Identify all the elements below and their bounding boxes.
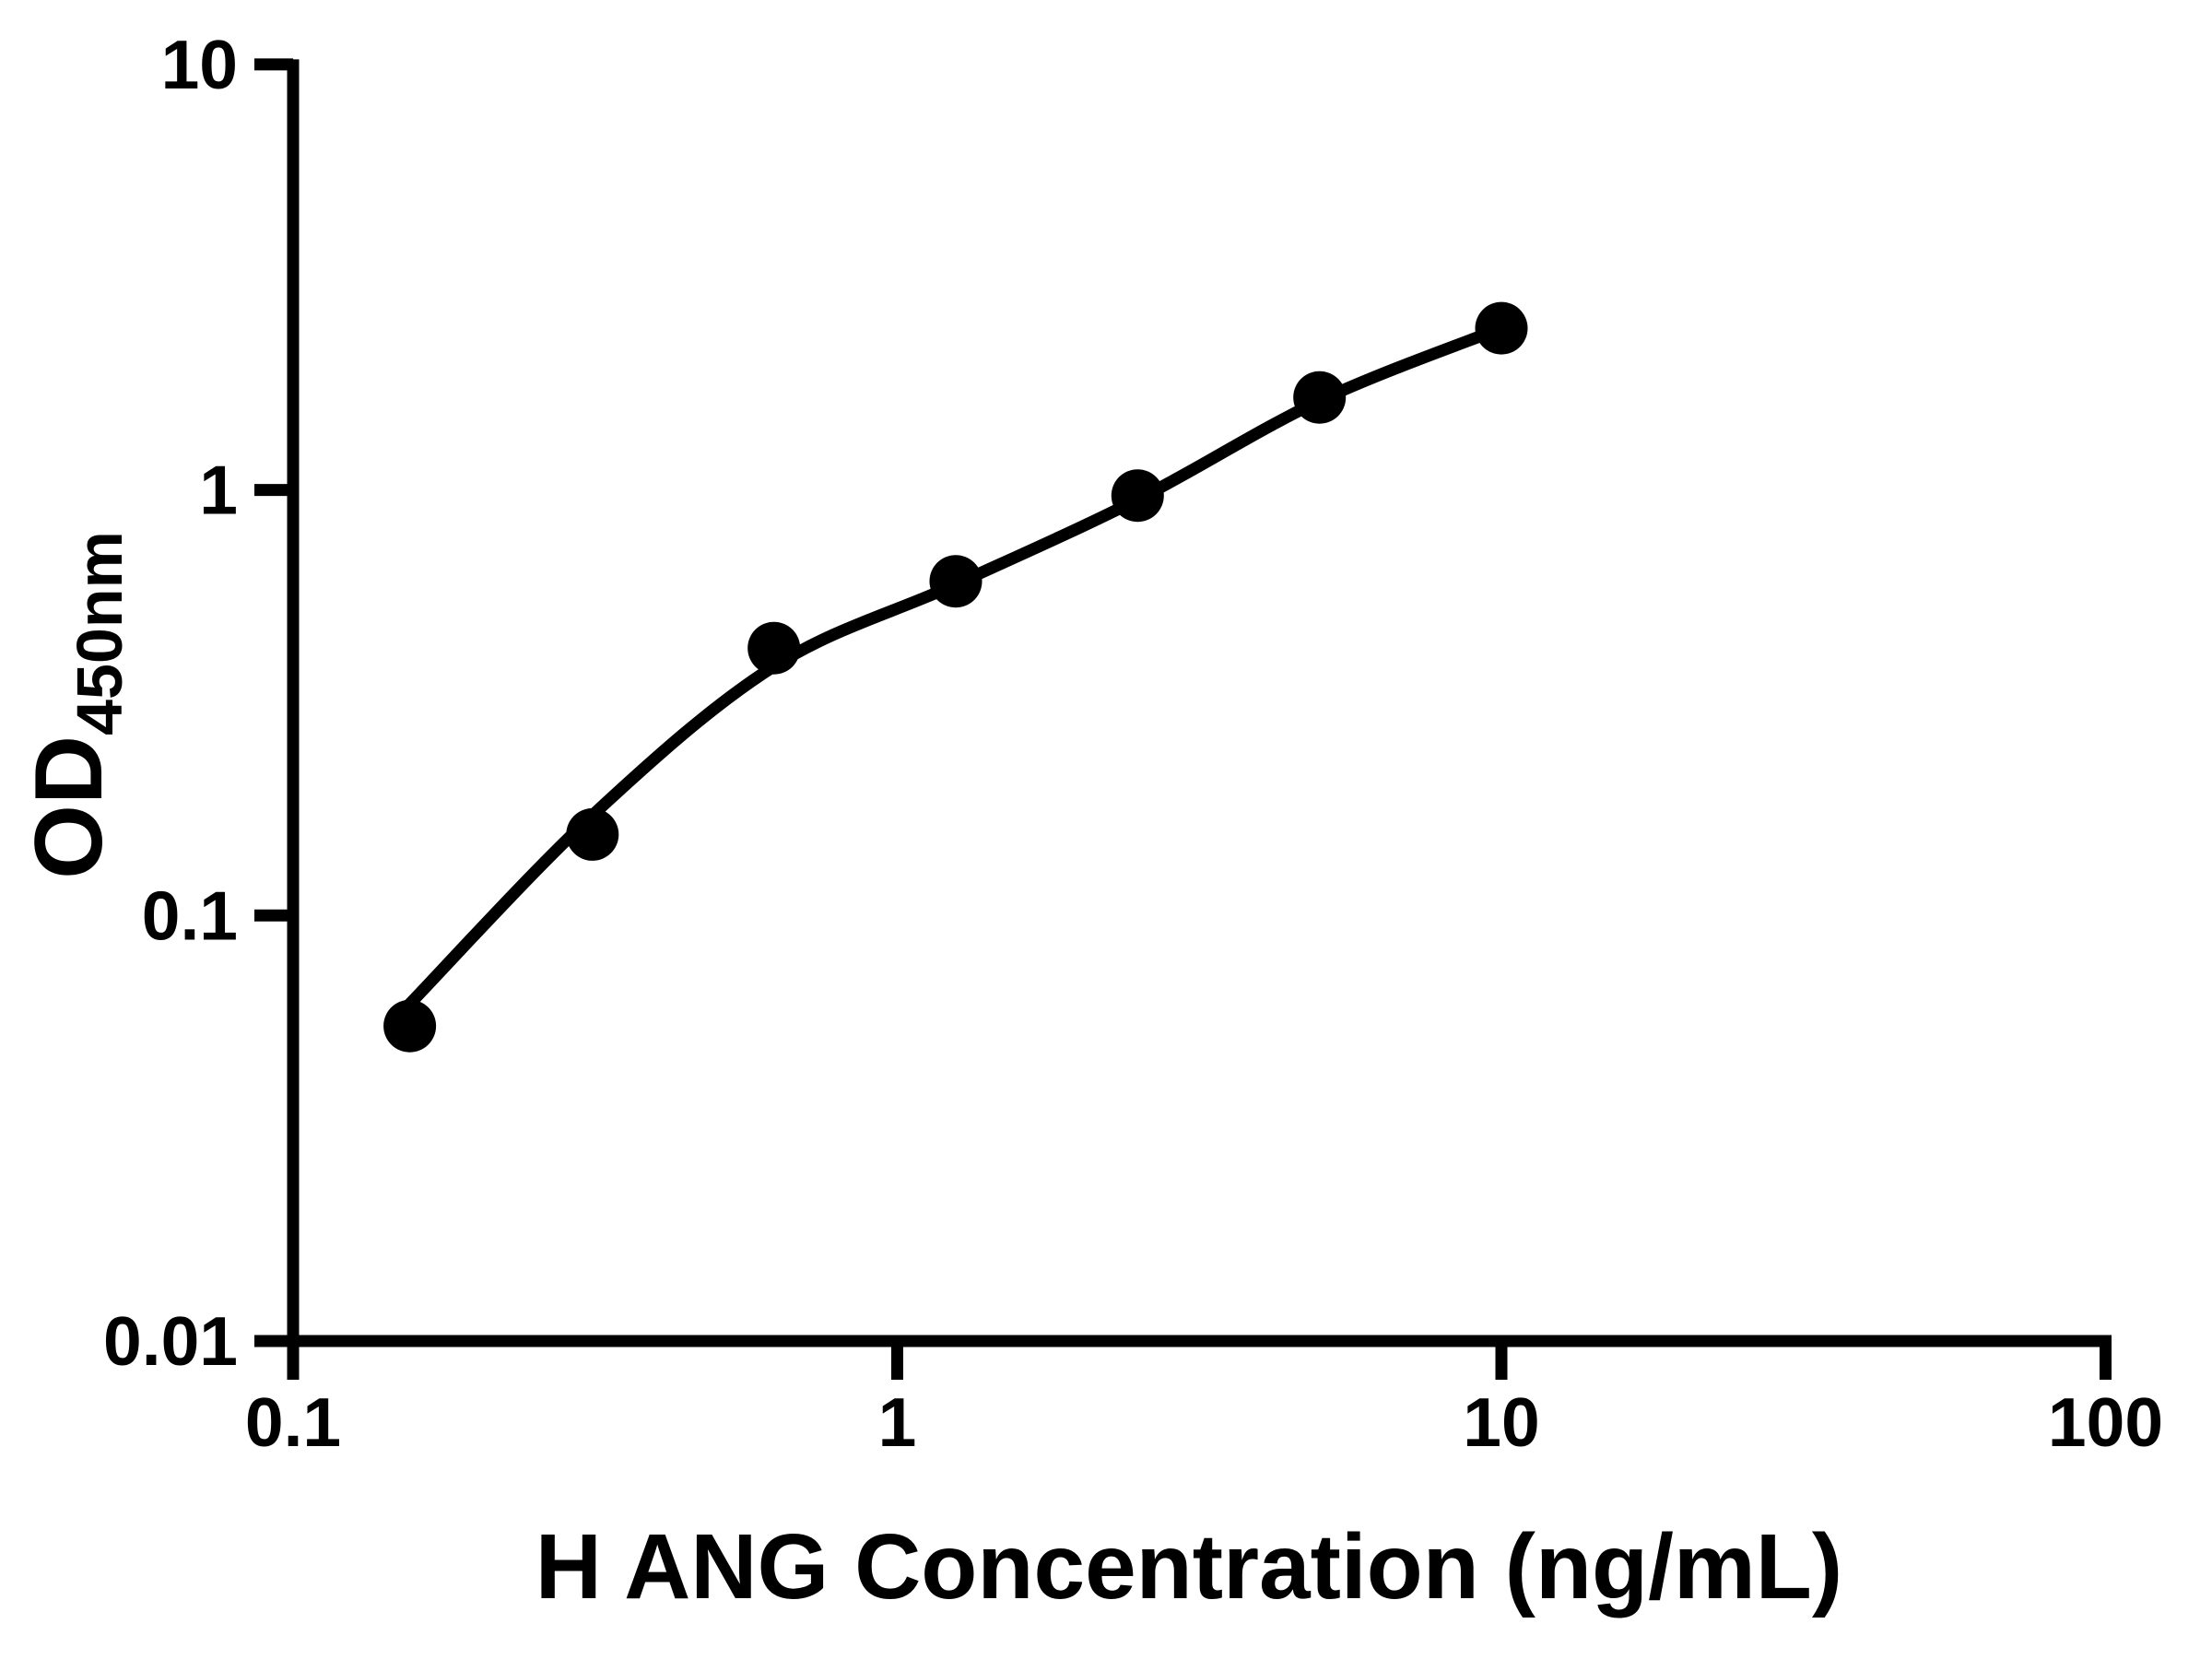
fit-curve-line: [404, 322, 1508, 1010]
x-axis-title: H ANG Concentration (ng/mL): [535, 1515, 1843, 1618]
data-point-marker: [1293, 371, 1347, 424]
y-tick-label: 0.1: [142, 877, 238, 954]
y-axis-title: OD450nm: [9, 382, 135, 1028]
data-point-marker: [383, 999, 437, 1053]
data-point-marker: [929, 555, 982, 608]
x-tick-label: 0.1: [245, 1383, 341, 1461]
y-tick-label: 1: [199, 452, 238, 529]
data-point-marker: [1475, 301, 1528, 355]
y-axis-title-base: OD: [16, 735, 123, 879]
data-point-marker: [566, 807, 619, 861]
y-tick-label: 10: [161, 26, 238, 103]
x-tick-label: 1: [878, 1383, 917, 1461]
y-axis-title-subscript: 450nm: [64, 531, 135, 735]
data-point-marker: [747, 621, 801, 675]
data-point-marker: [1111, 469, 1164, 523]
x-tick-label: 100: [2048, 1383, 2163, 1461]
y-tick-label: 0.01: [103, 1302, 238, 1380]
x-tick-label: 10: [1463, 1383, 1539, 1461]
